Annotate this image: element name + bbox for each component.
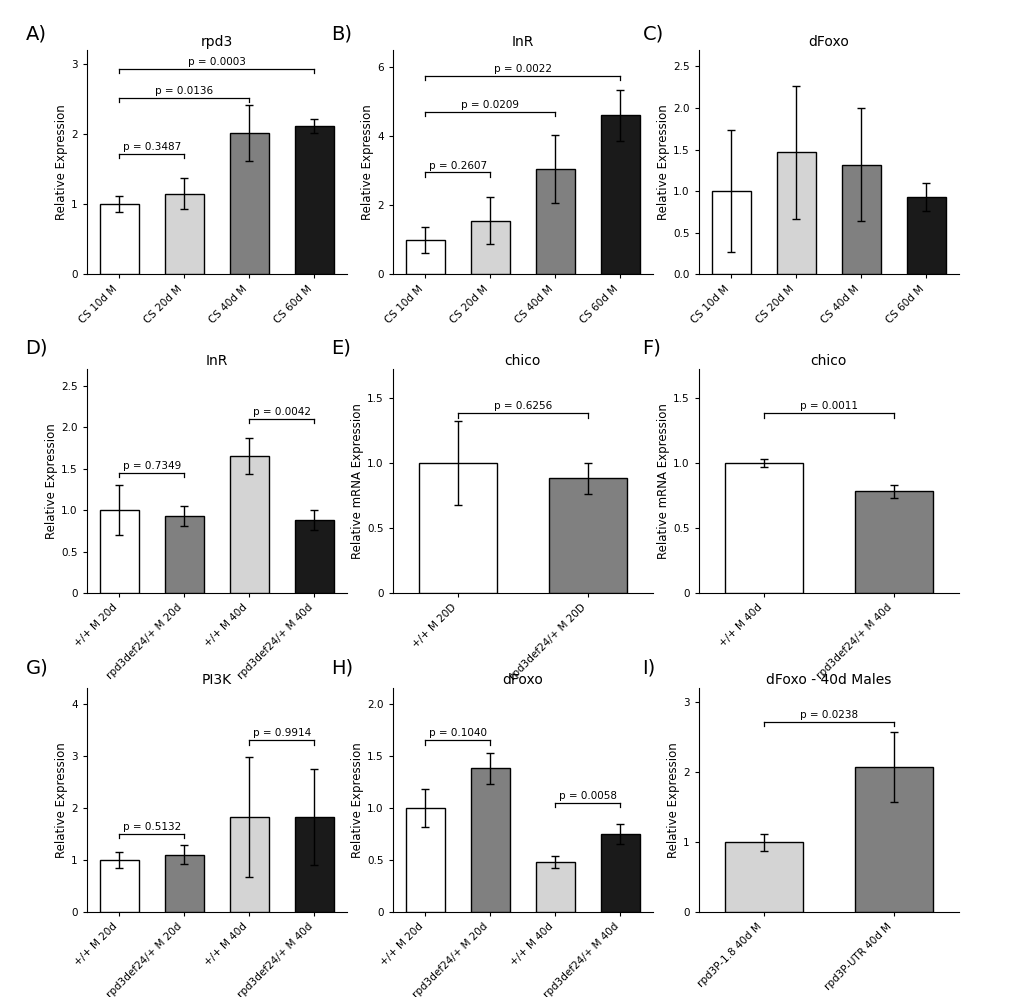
Title: chico: chico	[810, 354, 846, 368]
Bar	[406, 808, 444, 912]
Text: p = 0.3487: p = 0.3487	[122, 142, 180, 152]
Title: InR: InR	[206, 354, 227, 368]
Y-axis label: Relative Expression: Relative Expression	[361, 104, 374, 220]
Text: p = 0.0011: p = 0.0011	[799, 402, 857, 412]
Title: dFoxo: dFoxo	[807, 35, 849, 49]
Bar	[723, 463, 802, 593]
Title: InR: InR	[512, 35, 533, 49]
Bar	[600, 834, 639, 912]
Bar	[100, 860, 139, 912]
Title: chico: chico	[504, 354, 540, 368]
Y-axis label: Relative Expression: Relative Expression	[656, 104, 669, 220]
Text: p = 0.6256: p = 0.6256	[493, 402, 551, 412]
Bar	[776, 153, 815, 274]
Y-axis label: Relative Expression: Relative Expression	[55, 742, 68, 858]
Y-axis label: Relative Expression: Relative Expression	[666, 742, 680, 858]
Text: I): I)	[642, 658, 655, 677]
Bar	[471, 220, 510, 274]
Bar	[841, 165, 880, 274]
Text: C): C)	[642, 25, 663, 44]
Y-axis label: Relative mRNA Expression: Relative mRNA Expression	[351, 403, 364, 559]
Bar	[165, 854, 204, 912]
Text: p = 0.0238: p = 0.0238	[799, 710, 857, 720]
Bar	[165, 516, 204, 593]
Y-axis label: Relative Expression: Relative Expression	[351, 742, 364, 858]
Bar	[229, 818, 269, 912]
Y-axis label: Relative Expression: Relative Expression	[55, 104, 68, 220]
Bar	[294, 126, 333, 274]
Bar	[100, 510, 139, 593]
Bar	[294, 818, 333, 912]
Text: p = 0.0042: p = 0.0042	[253, 407, 311, 417]
Text: p = 0.0209: p = 0.0209	[461, 100, 519, 111]
Bar	[711, 191, 750, 274]
Bar	[548, 479, 626, 593]
Bar	[600, 116, 639, 274]
Bar	[294, 520, 333, 593]
Bar	[854, 767, 932, 912]
Bar	[854, 492, 932, 593]
Bar	[723, 842, 802, 912]
Bar	[406, 239, 444, 274]
Text: p = 0.7349: p = 0.7349	[122, 461, 180, 471]
Y-axis label: Relative Expression: Relative Expression	[45, 423, 58, 539]
Bar	[229, 457, 269, 593]
Text: D): D)	[25, 339, 48, 358]
Text: p = 0.0022: p = 0.0022	[493, 64, 551, 74]
Title: dFoxo - 40d Males: dFoxo - 40d Males	[765, 673, 891, 687]
Bar	[535, 862, 575, 912]
Bar	[165, 193, 204, 274]
Text: F): F)	[642, 339, 661, 358]
Text: p = 0.0003: p = 0.0003	[187, 57, 246, 67]
Bar	[906, 197, 945, 274]
Title: PI3K: PI3K	[202, 673, 231, 687]
Y-axis label: Relative mRNA Expression: Relative mRNA Expression	[656, 403, 669, 559]
Text: B): B)	[331, 25, 353, 44]
Text: G): G)	[25, 658, 48, 677]
Bar	[471, 769, 510, 912]
Title: dFoxo: dFoxo	[501, 673, 543, 687]
Text: p = 0.0136: p = 0.0136	[155, 86, 213, 96]
Text: p = 0.2607: p = 0.2607	[428, 161, 486, 170]
Text: p = 0.5132: p = 0.5132	[122, 823, 180, 832]
Bar	[229, 133, 269, 274]
Text: p = 0.1040: p = 0.1040	[428, 728, 486, 739]
Text: A): A)	[25, 25, 47, 44]
Text: E): E)	[331, 339, 351, 358]
Bar	[535, 168, 575, 274]
Bar	[419, 463, 496, 593]
Bar	[100, 204, 139, 274]
Text: p = 0.0058: p = 0.0058	[558, 791, 616, 801]
Text: H): H)	[331, 658, 354, 677]
Text: p = 0.9914: p = 0.9914	[253, 728, 311, 739]
Title: rpd3: rpd3	[201, 35, 232, 49]
